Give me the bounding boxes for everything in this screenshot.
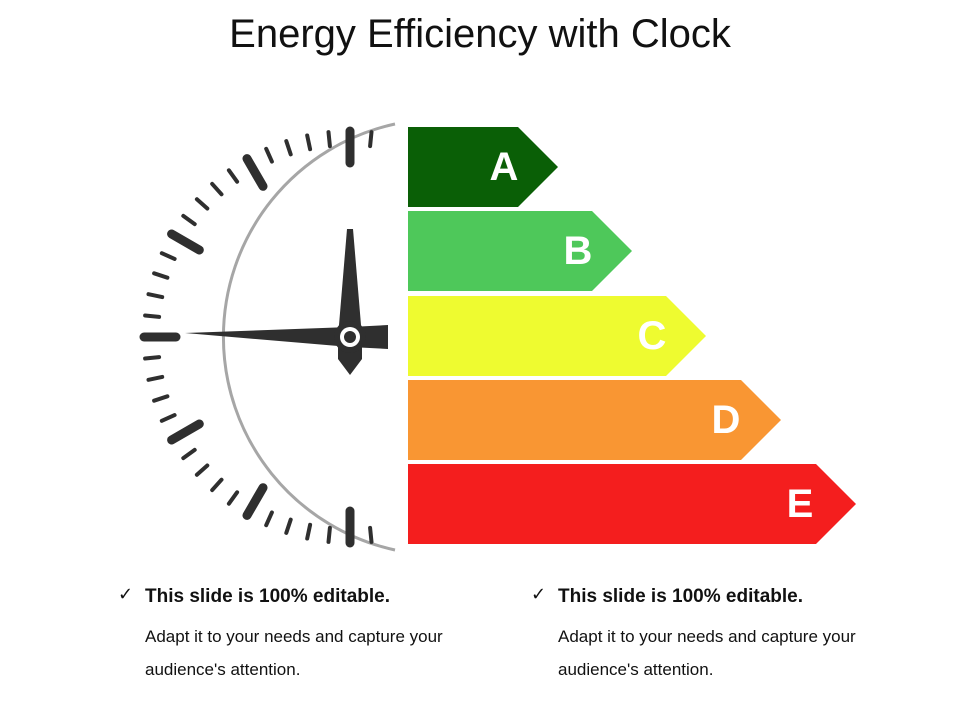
minute-mark bbox=[159, 251, 177, 261]
rating-bar-d-shape bbox=[408, 380, 781, 460]
minute-mark bbox=[326, 130, 332, 149]
minute-mark bbox=[194, 463, 210, 477]
minute-mark bbox=[143, 355, 162, 361]
minute-mark bbox=[146, 374, 165, 382]
rating-bar-a-shape bbox=[408, 127, 558, 207]
minute-mark bbox=[194, 197, 210, 211]
checkmark-icon: ✓ bbox=[118, 584, 134, 605]
half-clock-icon bbox=[139, 122, 396, 552]
slide-title: Energy Efficiency with Clock bbox=[229, 12, 731, 56]
rating-bar-b-shape bbox=[408, 211, 632, 291]
minute-mark bbox=[284, 517, 293, 535]
minute-mark bbox=[368, 130, 374, 149]
minute-mark bbox=[284, 139, 293, 157]
energy-rating-scale: A B C D E bbox=[408, 127, 868, 547]
minute-mark bbox=[226, 490, 240, 506]
minute-mark bbox=[210, 181, 224, 197]
rating-bar-e-label: E bbox=[786, 482, 814, 526]
note-headline: This slide is 100% editable. bbox=[145, 586, 390, 607]
rating-bar-a: A bbox=[408, 127, 558, 207]
minute-mark bbox=[152, 271, 170, 280]
checkmark-icon: ✓ bbox=[531, 584, 547, 605]
minute-mark bbox=[305, 522, 313, 541]
minute-mark bbox=[159, 413, 177, 423]
rating-bar-c-label: C bbox=[637, 314, 667, 358]
rating-bar-e: E bbox=[408, 464, 856, 544]
minute-mark bbox=[181, 447, 197, 461]
minute-mark bbox=[326, 525, 332, 544]
rating-bar-b: B bbox=[408, 211, 632, 291]
note-body: Adapt it to your needs and capture your … bbox=[558, 627, 856, 679]
minute-mark bbox=[368, 525, 374, 544]
minute-mark bbox=[210, 477, 224, 493]
hour-mark bbox=[242, 154, 268, 191]
note-headline: This slide is 100% editable. bbox=[558, 586, 803, 607]
minute-mark bbox=[264, 510, 274, 528]
hour-mark bbox=[242, 483, 268, 520]
minute-mark bbox=[226, 168, 240, 184]
minute-mark bbox=[146, 292, 165, 300]
rating-bar-e-shape bbox=[408, 464, 856, 544]
rating-bar-c-shape bbox=[408, 296, 706, 376]
rating-bar-d: D bbox=[408, 380, 781, 460]
minute-mark bbox=[264, 146, 274, 164]
note-body: Adapt it to your needs and capture your … bbox=[145, 627, 443, 679]
clock-hub-center bbox=[344, 331, 356, 343]
rating-bar-d-label: D bbox=[711, 398, 741, 442]
rating-bar-a-label: A bbox=[489, 145, 519, 189]
minute-mark bbox=[181, 213, 197, 227]
rating-bar-c: C bbox=[408, 296, 706, 376]
hour-mark bbox=[167, 229, 204, 255]
rating-bar-b-label: B bbox=[563, 229, 593, 273]
hour-mark bbox=[167, 419, 204, 445]
minute-mark bbox=[143, 313, 162, 319]
minute-mark bbox=[152, 394, 170, 403]
hour-hand bbox=[338, 229, 362, 375]
clock-rim bbox=[222, 122, 396, 552]
minute-mark bbox=[305, 133, 313, 152]
